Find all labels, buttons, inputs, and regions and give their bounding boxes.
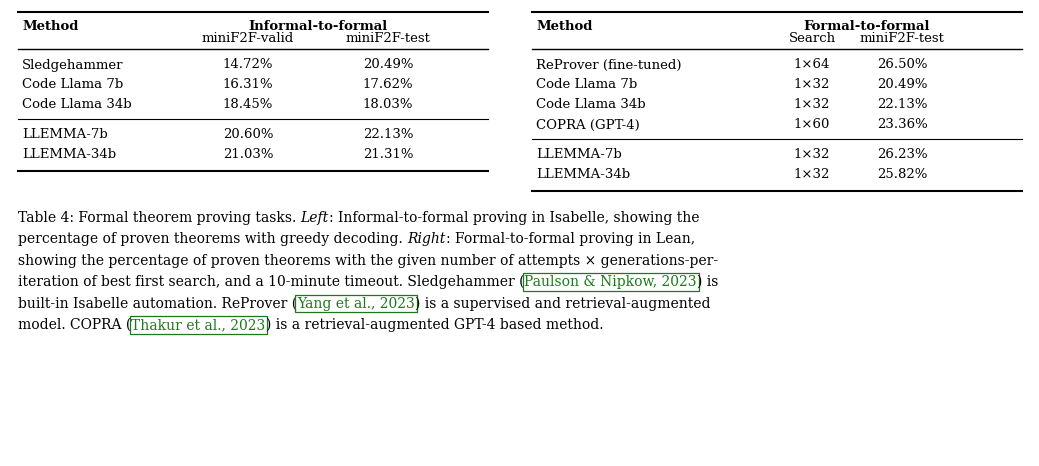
- Text: 1×60: 1×60: [794, 118, 830, 131]
- Text: Formal-to-formal: Formal-to-formal: [804, 20, 930, 33]
- Text: 26.50%: 26.50%: [877, 59, 927, 71]
- Text: Paulson & Nipkow, 2023: Paulson & Nipkow, 2023: [525, 275, 697, 289]
- Text: 16.31%: 16.31%: [222, 78, 273, 91]
- Text: 20.60%: 20.60%: [222, 129, 273, 142]
- Text: 14.72%: 14.72%: [222, 59, 273, 71]
- Text: 21.31%: 21.31%: [363, 149, 414, 162]
- Text: : Informal-to-formal proving in Isabelle, showing the: : Informal-to-formal proving in Isabelle…: [329, 211, 699, 225]
- Text: 21.03%: 21.03%: [222, 149, 273, 162]
- Text: 18.03%: 18.03%: [363, 98, 414, 111]
- Text: 17.62%: 17.62%: [363, 78, 414, 91]
- Text: 23.36%: 23.36%: [877, 118, 928, 131]
- Text: 22.13%: 22.13%: [877, 98, 927, 111]
- Text: 1×64: 1×64: [794, 59, 830, 71]
- Text: Left: Left: [300, 211, 329, 225]
- Text: ) is a supervised and retrieval-augmented: ) is a supervised and retrieval-augmente…: [415, 296, 711, 311]
- Text: showing the percentage of proven theorems with the given number of attempts × ge: showing the percentage of proven theorem…: [18, 254, 718, 267]
- Text: Code Llama 34b: Code Llama 34b: [536, 98, 645, 111]
- Text: Table 4: Formal theorem proving tasks.: Table 4: Formal theorem proving tasks.: [18, 211, 300, 225]
- Text: Method: Method: [22, 20, 78, 33]
- Text: 1×32: 1×32: [794, 98, 830, 111]
- Text: model. COPRA (: model. COPRA (: [18, 318, 131, 332]
- Text: LLEMMA-7b: LLEMMA-7b: [536, 149, 621, 162]
- Text: Search: Search: [789, 33, 835, 46]
- Text: 25.82%: 25.82%: [877, 169, 927, 181]
- Text: miniF2F-test: miniF2F-test: [859, 33, 944, 46]
- Text: Thakur et al., 2023: Thakur et al., 2023: [131, 318, 266, 332]
- Text: 20.49%: 20.49%: [363, 59, 414, 71]
- Text: Code Llama 7b: Code Llama 7b: [22, 78, 124, 91]
- Text: built-in Isabelle automation. ReProver (: built-in Isabelle automation. ReProver (: [18, 296, 297, 311]
- Text: LLEMMA-34b: LLEMMA-34b: [22, 149, 116, 162]
- Text: 1×32: 1×32: [794, 169, 830, 181]
- Text: 22.13%: 22.13%: [363, 129, 414, 142]
- Text: Code Llama 7b: Code Llama 7b: [536, 78, 637, 91]
- Text: Sledgehammer: Sledgehammer: [22, 59, 124, 71]
- Text: iteration of best first search, and a 10-minute timeout. Sledgehammer (: iteration of best first search, and a 10…: [18, 275, 525, 289]
- Text: 26.23%: 26.23%: [877, 149, 928, 162]
- Text: Right: Right: [407, 232, 446, 246]
- Text: Informal-to-formal: Informal-to-formal: [248, 20, 388, 33]
- Text: 1×32: 1×32: [794, 78, 830, 91]
- Text: Method: Method: [536, 20, 592, 33]
- Text: Code Llama 34b: Code Llama 34b: [22, 98, 132, 111]
- Text: ) is a retrieval-augmented GPT-4 based method.: ) is a retrieval-augmented GPT-4 based m…: [266, 318, 603, 332]
- Text: miniF2F-valid: miniF2F-valid: [202, 33, 294, 46]
- Text: ) is: ) is: [697, 275, 718, 289]
- Text: COPRA (GPT-4): COPRA (GPT-4): [536, 118, 640, 131]
- Text: : Formal-to-formal proving in Lean,: : Formal-to-formal proving in Lean,: [446, 232, 695, 246]
- Text: LLEMMA-7b: LLEMMA-7b: [22, 129, 108, 142]
- Text: 18.45%: 18.45%: [222, 98, 273, 111]
- Text: 1×32: 1×32: [794, 149, 830, 162]
- Text: ReProver (fine-tuned): ReProver (fine-tuned): [536, 59, 682, 71]
- Text: percentage of proven theorems with greedy decoding.: percentage of proven theorems with greed…: [18, 232, 407, 246]
- Text: LLEMMA-34b: LLEMMA-34b: [536, 169, 630, 181]
- Text: Yang et al., 2023: Yang et al., 2023: [297, 296, 415, 311]
- Text: 20.49%: 20.49%: [877, 78, 927, 91]
- Text: miniF2F-test: miniF2F-test: [346, 33, 430, 46]
